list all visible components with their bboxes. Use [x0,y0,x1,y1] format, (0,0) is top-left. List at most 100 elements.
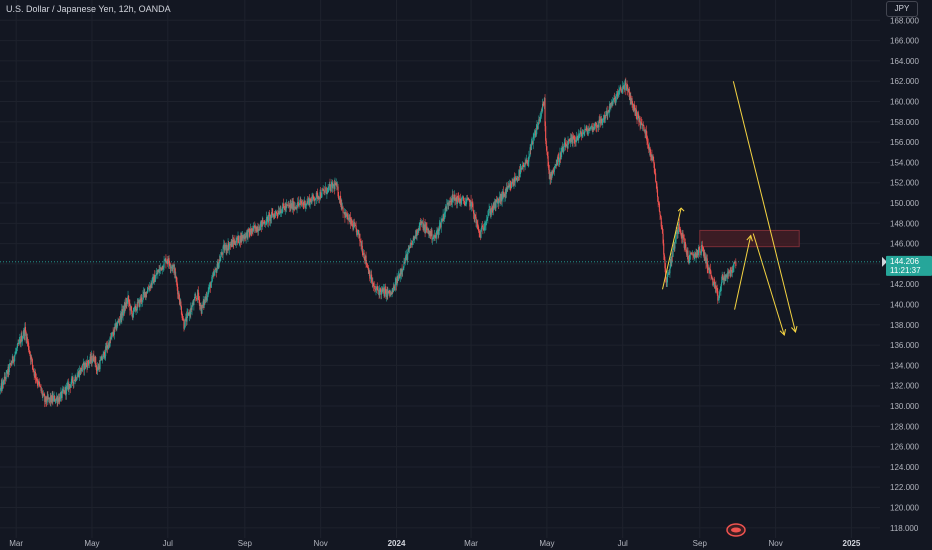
candle [129,304,132,315]
candle-body [323,190,325,192]
candle-body [89,356,91,362]
candle [391,288,393,298]
candle-body [254,226,256,229]
candle [513,176,515,189]
candle-body [651,154,653,161]
candle-body [686,250,688,256]
candle [195,293,197,302]
candle-body [98,365,100,370]
candle [267,216,269,227]
candle-body [103,351,105,354]
candle [456,195,458,209]
candle-body [285,204,288,209]
candle [563,138,565,152]
candle [622,80,624,94]
candle-body [259,229,261,231]
candle-body [505,187,508,194]
candle-body [397,276,399,281]
candle-body [213,272,215,276]
time-axis[interactable]: Mar May Jul Sep Nov 2024 Mar May Jul Sep Nov 2025 [9,539,861,548]
candle-body [124,303,126,312]
candle [466,194,468,201]
candle [435,232,437,239]
candle [31,358,33,370]
candle-body [210,283,212,288]
candle-body [211,275,214,277]
candle-body [253,226,255,227]
candle-body [312,194,314,197]
candle [482,225,484,235]
candle-body [606,110,608,116]
candle-body [695,253,697,258]
candle-body [509,184,511,187]
candle-body [183,319,185,329]
currency-button[interactable]: JPY [886,1,918,17]
price-axis[interactable]: 168.000166.000164.000162.000160.000158.0… [882,16,932,533]
candle-body [464,202,466,206]
candle-body [287,204,289,206]
candle [95,362,97,374]
candle [149,284,151,292]
candle-body [86,364,88,368]
candle [623,85,625,94]
candle-body [433,235,435,238]
candle-body [208,284,210,290]
drawing-segment [734,235,752,310]
candle [359,233,361,247]
candle-body [432,237,434,239]
candle-body [545,126,547,141]
candle [32,364,34,373]
candle-body [347,218,349,220]
candle-body [325,187,327,191]
candle [238,242,240,246]
candle [432,233,434,239]
tradingview-logo-icon[interactable] [726,523,746,537]
candle-body [224,247,226,251]
candle-body [454,197,457,201]
candle [518,169,520,181]
candle [297,196,299,207]
candle [484,221,486,231]
candle [75,375,77,383]
y-tick-label: 164.000 [890,57,919,66]
candle-body [241,234,243,240]
candle [246,228,248,240]
candle [384,284,386,298]
candle [466,195,468,207]
candle-body [141,297,143,302]
candle [78,370,80,379]
candle [597,120,599,132]
candle [578,129,580,144]
candle [589,126,591,130]
candle-body [326,187,329,194]
candle-body [701,245,703,248]
candle [353,218,355,228]
candle [129,299,131,316]
candle-body [431,230,433,240]
candle [521,166,523,171]
candle-body [19,339,22,344]
candle [618,85,620,98]
candle [317,194,319,204]
candle-body [57,398,59,403]
candle-body [293,206,295,211]
candle-body [673,244,675,249]
candle [231,238,233,248]
candle-body [568,139,570,142]
candle [573,133,575,139]
candle-body [486,217,488,221]
candle-body [303,200,306,205]
candle-body [39,383,41,386]
candle [190,302,192,320]
candle [271,207,273,224]
candle-body [97,367,99,371]
candle [126,297,128,310]
candle-body [338,198,340,200]
candle-body [366,263,368,268]
candle-body [460,201,462,204]
candle [367,264,370,274]
candle-body [264,222,266,225]
